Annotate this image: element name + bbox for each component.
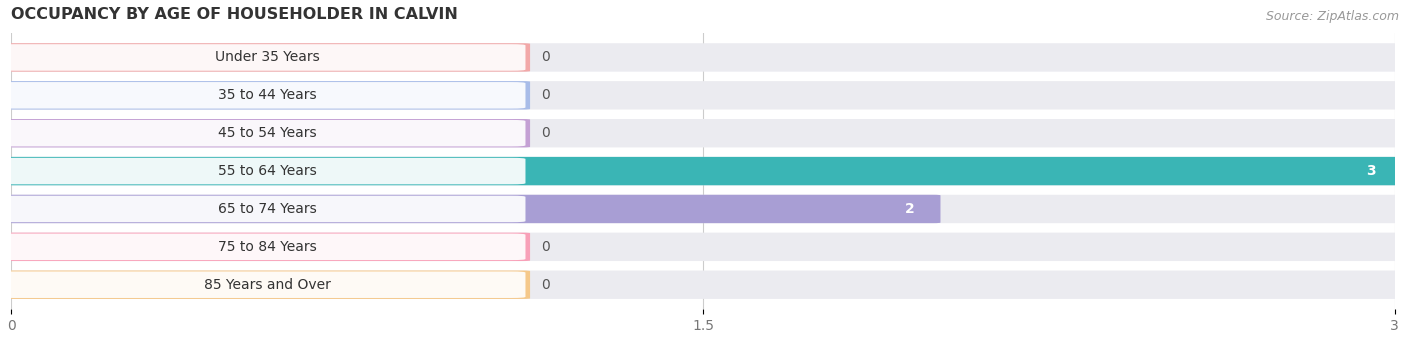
- FancyBboxPatch shape: [4, 157, 1402, 185]
- Text: OCCUPANCY BY AGE OF HOUSEHOLDER IN CALVIN: OCCUPANCY BY AGE OF HOUSEHOLDER IN CALVI…: [11, 7, 458, 22]
- FancyBboxPatch shape: [0, 196, 526, 222]
- FancyBboxPatch shape: [4, 81, 530, 109]
- FancyBboxPatch shape: [0, 44, 526, 71]
- Text: 2: 2: [905, 202, 915, 216]
- FancyBboxPatch shape: [4, 233, 530, 261]
- Text: 0: 0: [541, 278, 550, 292]
- FancyBboxPatch shape: [4, 157, 1402, 185]
- FancyBboxPatch shape: [4, 119, 530, 148]
- Text: 55 to 64 Years: 55 to 64 Years: [218, 164, 316, 178]
- FancyBboxPatch shape: [4, 195, 1402, 223]
- FancyBboxPatch shape: [0, 82, 526, 108]
- FancyBboxPatch shape: [0, 234, 526, 260]
- FancyBboxPatch shape: [4, 271, 530, 299]
- FancyBboxPatch shape: [4, 81, 1402, 109]
- FancyBboxPatch shape: [0, 120, 526, 147]
- FancyBboxPatch shape: [0, 271, 526, 298]
- FancyBboxPatch shape: [4, 233, 1402, 261]
- FancyBboxPatch shape: [4, 43, 530, 72]
- Text: 75 to 84 Years: 75 to 84 Years: [218, 240, 316, 254]
- FancyBboxPatch shape: [4, 195, 941, 223]
- FancyBboxPatch shape: [4, 119, 1402, 148]
- FancyBboxPatch shape: [0, 158, 526, 184]
- FancyBboxPatch shape: [4, 271, 1402, 299]
- Text: 0: 0: [541, 88, 550, 102]
- Text: 45 to 54 Years: 45 to 54 Years: [218, 126, 316, 140]
- Text: 85 Years and Over: 85 Years and Over: [204, 278, 330, 292]
- Text: 0: 0: [541, 240, 550, 254]
- Text: 3: 3: [1367, 164, 1376, 178]
- Text: 35 to 44 Years: 35 to 44 Years: [218, 88, 316, 102]
- FancyBboxPatch shape: [4, 43, 1402, 72]
- Text: 0: 0: [541, 50, 550, 65]
- Text: Under 35 Years: Under 35 Years: [215, 50, 319, 65]
- Text: 65 to 74 Years: 65 to 74 Years: [218, 202, 316, 216]
- Text: Source: ZipAtlas.com: Source: ZipAtlas.com: [1265, 10, 1399, 23]
- Text: 0: 0: [541, 126, 550, 140]
